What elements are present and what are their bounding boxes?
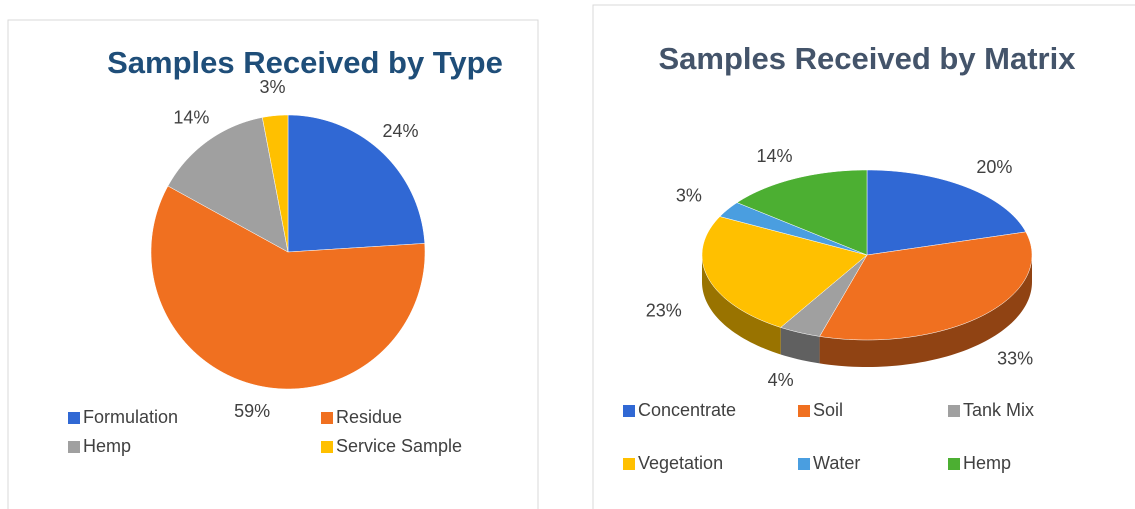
pie-slice — [780, 254, 868, 337]
data-label: 4% — [768, 370, 794, 390]
data-label: 14% — [756, 146, 792, 166]
pie-slice — [150, 185, 426, 390]
pie-side — [702, 255, 781, 355]
legend-label: Residue — [336, 407, 402, 427]
legend-label: Water — [813, 453, 860, 473]
legend-label: Vegetation — [638, 453, 723, 473]
legend-label: Hemp — [963, 453, 1011, 473]
pie-side — [780, 327, 820, 364]
pie-slice — [866, 169, 1027, 256]
pie-slice — [262, 114, 289, 253]
data-label: 33% — [997, 348, 1033, 368]
legend-swatch — [798, 458, 810, 470]
data-label: 14% — [173, 108, 209, 128]
chart-title: Samples Received by Type — [107, 45, 503, 80]
legend-swatch — [321, 441, 333, 453]
data-label: 59% — [234, 401, 270, 421]
data-label: 24% — [383, 121, 419, 141]
legend-swatch — [948, 405, 960, 417]
data-label: 20% — [976, 157, 1012, 177]
legend-swatch — [623, 405, 635, 417]
legend-swatch — [68, 441, 80, 453]
data-label: 3% — [676, 185, 702, 205]
chart-frame — [592, 4, 1135, 509]
pie-slice — [167, 117, 289, 253]
legend-label: Hemp — [83, 436, 131, 456]
legend-swatch — [798, 405, 810, 417]
chart-title: Samples Received by Matrix — [658, 41, 1076, 76]
pie-slice — [819, 231, 1033, 341]
pie-slice — [287, 114, 425, 253]
legend-swatch — [623, 458, 635, 470]
legend-swatch — [948, 458, 960, 470]
legend-swatch — [68, 412, 80, 424]
legend-label: Formulation — [83, 407, 178, 427]
legend-label: Tank Mix — [963, 400, 1034, 420]
pie-side — [819, 255, 1032, 367]
pie-slice — [736, 169, 868, 256]
data-label: 23% — [646, 300, 682, 320]
data-label: 3% — [260, 77, 286, 97]
legend-label: Soil — [813, 400, 843, 420]
legend-label: Concentrate — [638, 400, 736, 420]
legend-swatch — [321, 412, 333, 424]
legend-label: Service Sample — [336, 436, 462, 456]
pie-slice — [719, 202, 868, 256]
chart-frame — [7, 19, 539, 509]
